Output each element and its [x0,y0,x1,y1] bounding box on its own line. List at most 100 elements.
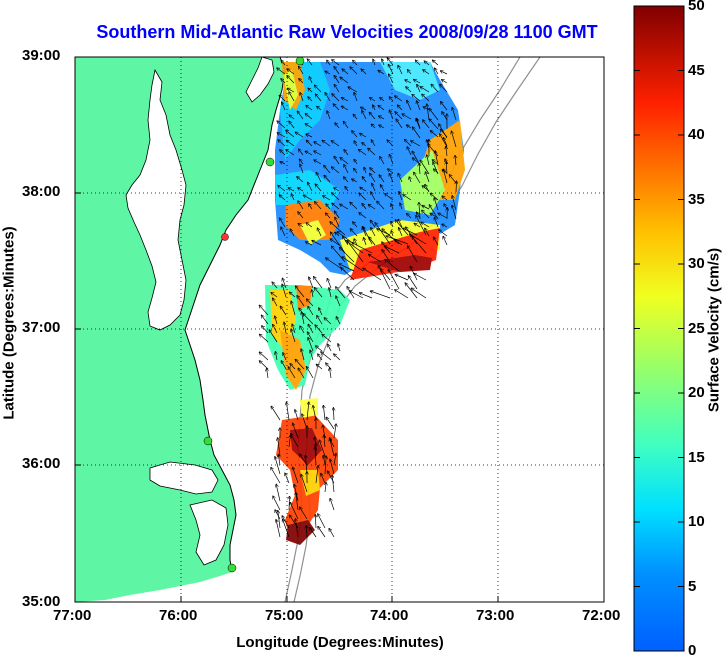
velocity-arrow [352,131,358,138]
velocity-arrow [439,124,448,139]
velocity-arrow [329,288,332,298]
velocity-arrow [354,239,358,246]
velocity-arrow [295,519,299,538]
velocity-arrow [281,60,286,66]
velocity-arrow [359,213,367,219]
pamlico-sound [189,499,229,566]
velocity-arrow [451,131,457,148]
velocity-arrow [331,167,340,174]
velocity-arrow [299,79,304,84]
velocity-arrow [318,527,326,538]
velocity-arrow [312,241,322,246]
velocity-arrow [379,125,385,129]
velocity-arrow [422,210,430,219]
y-axis-label: Latitude (Degrees:Minutes) [0,226,18,420]
velocity-arrow [288,367,296,379]
velocity-arrow [322,140,331,147]
velocity-arrow [326,204,331,210]
velocity-arrow [314,142,322,147]
velocity-arrow [360,133,367,138]
velocity-arrow [408,70,412,75]
velocity-arrow [388,64,394,75]
velocity-arrow [400,203,402,210]
velocity-arrow [280,162,286,164]
velocity-arrow [370,173,376,183]
velocity-arrow [455,156,456,166]
velocity-arrow [301,474,308,493]
velocity-arrow [295,132,304,138]
velocity-arrow [442,196,448,201]
velocity-arrow [273,325,278,334]
velocity-arrow [371,140,376,147]
colorbar-tick-label: 45 [688,62,705,79]
velocity-arrow [363,268,382,281]
velocity-arrow [336,317,341,325]
velocity-arrow [324,318,332,325]
y-tick-label: 36:00 [22,455,61,472]
velocity-arrow [364,167,366,174]
velocity-arrow [318,514,326,529]
velocity-arrow [314,160,322,165]
velocity-arrow [305,124,313,129]
velocity-arrow [309,204,313,210]
velocity-arrow [423,70,430,75]
velocity-arrow [334,354,341,361]
velocity-arrow [359,193,367,201]
velocity-arrow [275,510,281,520]
velocity-arrow [297,111,304,120]
velocity-arrow [353,114,358,120]
velocity-arrow [395,96,403,102]
velocity-arrow [417,84,421,93]
velocity-arrow [286,140,295,147]
velocity-arrow [298,188,304,192]
velocity-arrow [349,291,364,299]
velocity-arrow [327,279,332,289]
velocity-arrow [259,305,269,316]
velocity-arrow [414,172,421,184]
velocity-arrow [411,141,421,147]
velocity-arrow [430,131,439,138]
velocity-arrow [326,417,335,430]
velocity-arrow [324,175,331,183]
velocity-arrow [269,330,278,343]
velocity-arrow [440,134,448,148]
velocity-arrow [306,106,313,111]
velocity-arrow [443,169,448,184]
velocity-arrow [336,296,341,307]
velocity-arrow [433,60,439,66]
velocity-arrow [259,352,269,361]
velocity-arrow [378,106,385,111]
velocity-arrow [287,76,295,84]
velocity-arrow [287,88,295,93]
velocity-arrow [340,77,349,84]
velocity-arrow [280,218,286,228]
velocity-arrow [385,194,394,201]
velocity-arrow [299,149,304,156]
velocity-arrow [443,138,448,147]
velocity-arrow [439,230,448,237]
velocity-arrow [288,188,295,192]
velocity-arrow [335,123,340,129]
velocity-arrow [353,222,358,228]
velocity-arrow [429,205,439,220]
velocity-arrow [283,519,290,538]
velocity-arrow [327,60,331,66]
velocity-arrow [305,151,313,156]
velocity-arrow [321,473,326,484]
velocity-arrow [420,87,430,93]
velocity-arrow [310,350,314,361]
velocity-arrow [370,168,376,174]
velocity-arrow [368,205,376,210]
velocity-arrow [291,301,296,316]
velocity-arrow [308,306,314,316]
velocity-arrow [315,94,322,102]
velocity-arrow [339,248,355,263]
velocity-arrow [396,119,403,129]
velocity-arrow [330,499,335,511]
velocity-arrow [362,177,367,183]
velocity-arrow [330,368,332,379]
velocity-arrow [289,121,295,129]
velocity-arrow [369,112,376,120]
velocity-arrow [395,275,409,281]
